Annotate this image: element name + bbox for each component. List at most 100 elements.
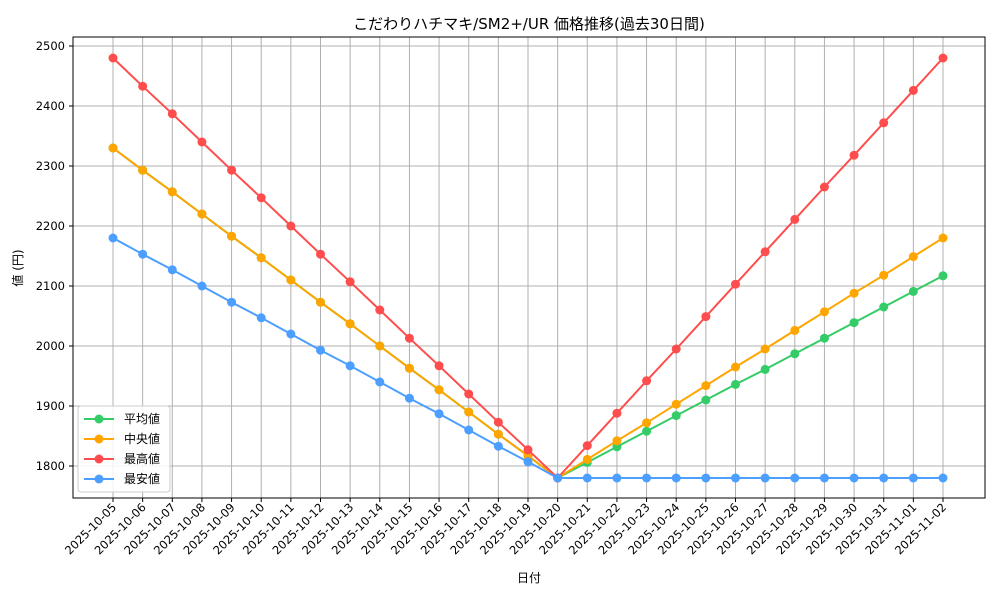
data-point xyxy=(404,333,414,343)
legend-label: 平均値 xyxy=(124,411,160,426)
data-point xyxy=(404,363,414,373)
data-point xyxy=(197,281,207,291)
data-point xyxy=(671,411,681,421)
y-tick-label: 2400 xyxy=(36,99,65,113)
data-point xyxy=(938,473,948,483)
data-point xyxy=(790,473,800,483)
y-tick-label: 2200 xyxy=(36,219,65,233)
data-point xyxy=(819,182,829,192)
x-axis-label: 日付 xyxy=(517,571,541,585)
data-point xyxy=(434,361,444,371)
series-group xyxy=(108,53,948,483)
data-point xyxy=(464,389,474,399)
data-point xyxy=(523,445,533,455)
chart-title: こだわりハチマキ/SM2+/UR 価格推移(過去30日間) xyxy=(353,15,705,33)
data-point xyxy=(167,265,177,275)
data-point xyxy=(642,376,652,386)
data-point xyxy=(908,286,918,296)
legend-marker xyxy=(94,434,104,444)
data-point xyxy=(582,441,592,451)
data-point xyxy=(108,233,118,243)
data-point xyxy=(434,409,444,419)
data-point xyxy=(760,344,770,354)
data-point xyxy=(849,473,859,483)
series-1 xyxy=(108,143,948,483)
data-point xyxy=(316,297,325,307)
data-point xyxy=(375,305,385,315)
data-point xyxy=(256,313,266,323)
data-point xyxy=(760,364,770,374)
data-point xyxy=(197,137,207,147)
legend-marker xyxy=(94,414,104,424)
data-point xyxy=(345,361,355,371)
data-point xyxy=(908,85,918,95)
data-point xyxy=(701,473,711,483)
data-point xyxy=(790,349,800,359)
data-point xyxy=(553,473,563,483)
legend-label: 最高値 xyxy=(124,451,160,466)
data-point xyxy=(345,277,355,287)
data-point xyxy=(464,425,474,435)
y-tick-label: 2000 xyxy=(36,339,65,353)
series-2 xyxy=(108,53,948,483)
data-point xyxy=(256,193,266,203)
data-point xyxy=(642,473,652,483)
y-tick-label: 2500 xyxy=(36,39,65,53)
data-point xyxy=(493,417,503,427)
data-point xyxy=(790,214,800,224)
data-point xyxy=(375,341,385,351)
y-axis-ticks: 1800 1900 2000 2100 2200 2300 2400 2500 xyxy=(36,39,73,473)
data-point xyxy=(612,436,622,446)
data-point xyxy=(434,385,444,395)
legend-box xyxy=(77,405,171,493)
legend-marker xyxy=(94,454,104,464)
data-point xyxy=(879,270,889,280)
data-point xyxy=(227,165,237,175)
data-point xyxy=(731,379,740,389)
plot-frame xyxy=(72,36,986,499)
data-point xyxy=(227,297,237,307)
data-point xyxy=(908,252,918,262)
data-point xyxy=(108,53,118,63)
data-point xyxy=(464,407,474,417)
data-point xyxy=(938,271,948,281)
data-point xyxy=(582,454,592,464)
data-point xyxy=(760,247,770,257)
data-point xyxy=(701,381,711,391)
data-point xyxy=(908,473,918,483)
data-point xyxy=(671,473,681,483)
data-point xyxy=(612,473,622,483)
data-point xyxy=(493,429,503,439)
y-tick-label: 2300 xyxy=(36,159,65,173)
data-point xyxy=(138,81,148,91)
data-point xyxy=(849,288,859,298)
data-point xyxy=(849,150,859,160)
data-point xyxy=(938,233,948,243)
data-point xyxy=(819,307,829,317)
data-point xyxy=(316,249,325,259)
data-point xyxy=(879,473,889,483)
data-point xyxy=(227,231,237,241)
legend-marker xyxy=(94,474,104,484)
y-axis-label: 値 (円) xyxy=(10,249,25,286)
data-point xyxy=(760,473,770,483)
data-point xyxy=(819,473,829,483)
data-point xyxy=(582,473,592,483)
data-point xyxy=(167,109,177,119)
data-point xyxy=(138,165,148,175)
data-point xyxy=(938,53,948,63)
series-3 xyxy=(108,233,948,483)
data-point xyxy=(197,209,207,219)
data-point xyxy=(523,457,533,467)
grid-lines xyxy=(73,37,985,498)
data-point xyxy=(731,362,740,372)
data-point xyxy=(701,395,711,405)
data-point xyxy=(671,399,681,409)
data-point xyxy=(286,221,296,231)
data-point xyxy=(167,187,177,197)
x-axis-ticks: 2025-10-052025-10-062025-10-072025-10-08… xyxy=(62,498,949,557)
data-point xyxy=(286,329,296,339)
data-point xyxy=(879,118,889,128)
